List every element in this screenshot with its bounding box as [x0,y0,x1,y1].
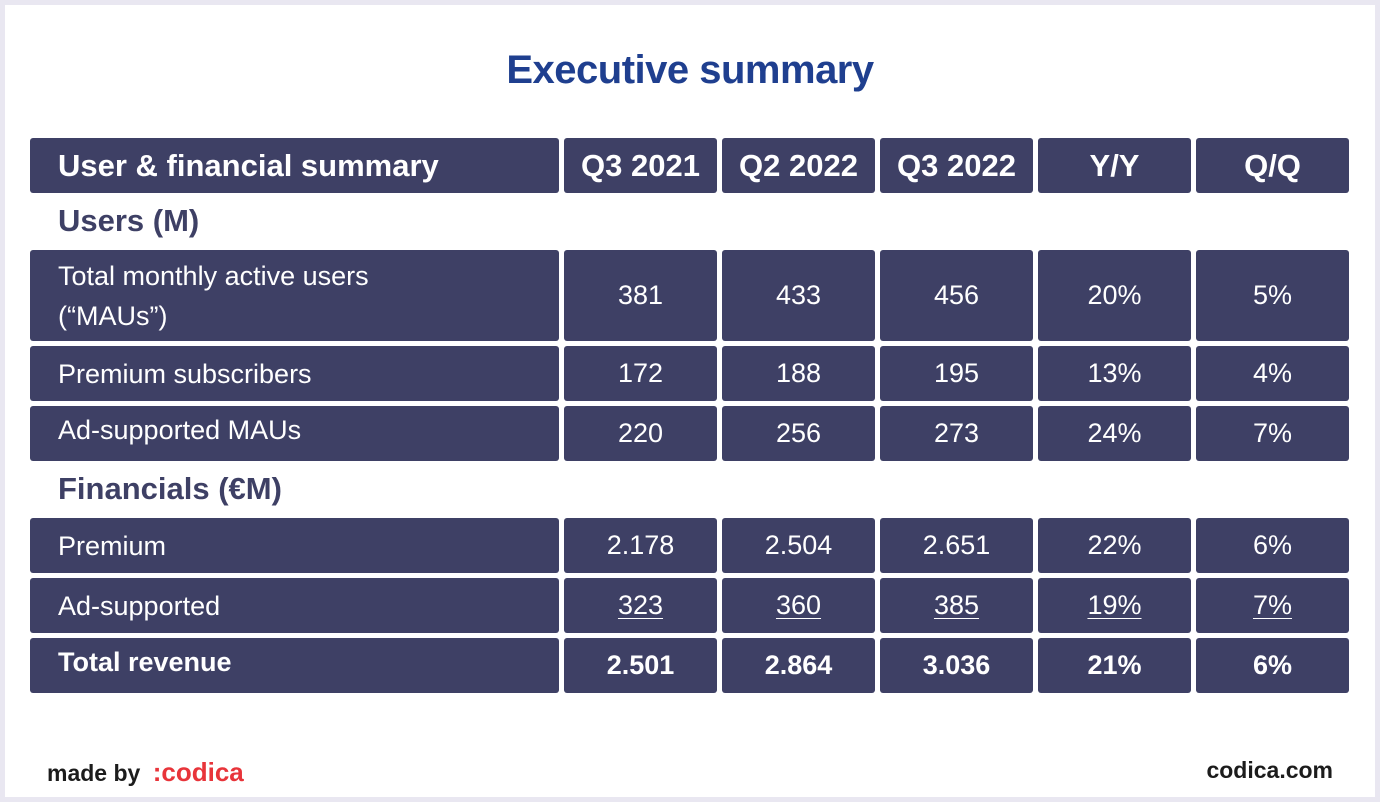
table-cell: 22% [1038,518,1191,573]
table-cell: 7% [1196,578,1349,633]
table-cell: 433 [722,250,875,341]
row-label-mau-line1: Total monthly active users [58,260,369,291]
row-label-ad-supported-maus: Ad-supported MAUs [30,406,559,461]
table-cell: 381 [564,250,717,341]
table-cell: 2.501 [564,638,717,693]
table-cell: 4% [1196,346,1349,401]
table-cell: 256 [722,406,875,461]
table-cell: 188 [722,346,875,401]
table-cell: 3.036 [880,638,1033,693]
page-title: Executive summary [506,48,874,92]
row-label-ad-supported: Ad-supported [30,578,559,633]
header-q3-2022: Q3 2022 [880,138,1033,193]
section-users: Users (M) [58,203,200,238]
table-cell: 7% [1196,406,1349,461]
header-q3-2021: Q3 2021 [564,138,717,193]
table-cell: 13% [1038,346,1191,401]
header-category: User & financial summary [30,138,559,193]
table-cell: 2.864 [722,638,875,693]
table-cell: 6% [1196,518,1349,573]
site-link[interactable]: codica.com [1206,757,1333,783]
row-label-premium: Premium [30,518,559,573]
header-yy: Y/Y [1038,138,1191,193]
table-cell: 360 [722,578,875,633]
table-cell: 220 [564,406,717,461]
table-cell: 2.651 [880,518,1033,573]
codica-logo: :codica [152,757,244,787]
table-cell: 24% [1038,406,1191,461]
table-cell: 172 [564,346,717,401]
made-by-credit: made by :codica [47,757,244,788]
table-cell: 2.504 [722,518,875,573]
table-cell: 21% [1038,638,1191,693]
row-label-total-revenue: Total revenue [30,638,559,693]
table-cell: 323 [564,578,717,633]
header-q2-2022: Q2 2022 [722,138,875,193]
table-cell: 19% [1038,578,1191,633]
table-cell: 385 [880,578,1033,633]
table-cell: 6% [1196,638,1349,693]
table-cell: 273 [880,406,1033,461]
table-cell: 2.178 [564,518,717,573]
table-cell: 195 [880,346,1033,401]
row-label-mau-line2: (“MAUs”) [58,300,168,331]
table-cell: 456 [880,250,1033,341]
row-label-mau: Total monthly active users (“MAUs”) [30,250,559,341]
table-cell: 20% [1038,250,1191,341]
made-by-label: made by [47,760,141,786]
table-cell: 5% [1196,250,1349,341]
header-qq: Q/Q [1196,138,1349,193]
section-financials: Financials (€M) [58,471,282,506]
row-label-premium-subscribers: Premium subscribers [30,346,559,401]
